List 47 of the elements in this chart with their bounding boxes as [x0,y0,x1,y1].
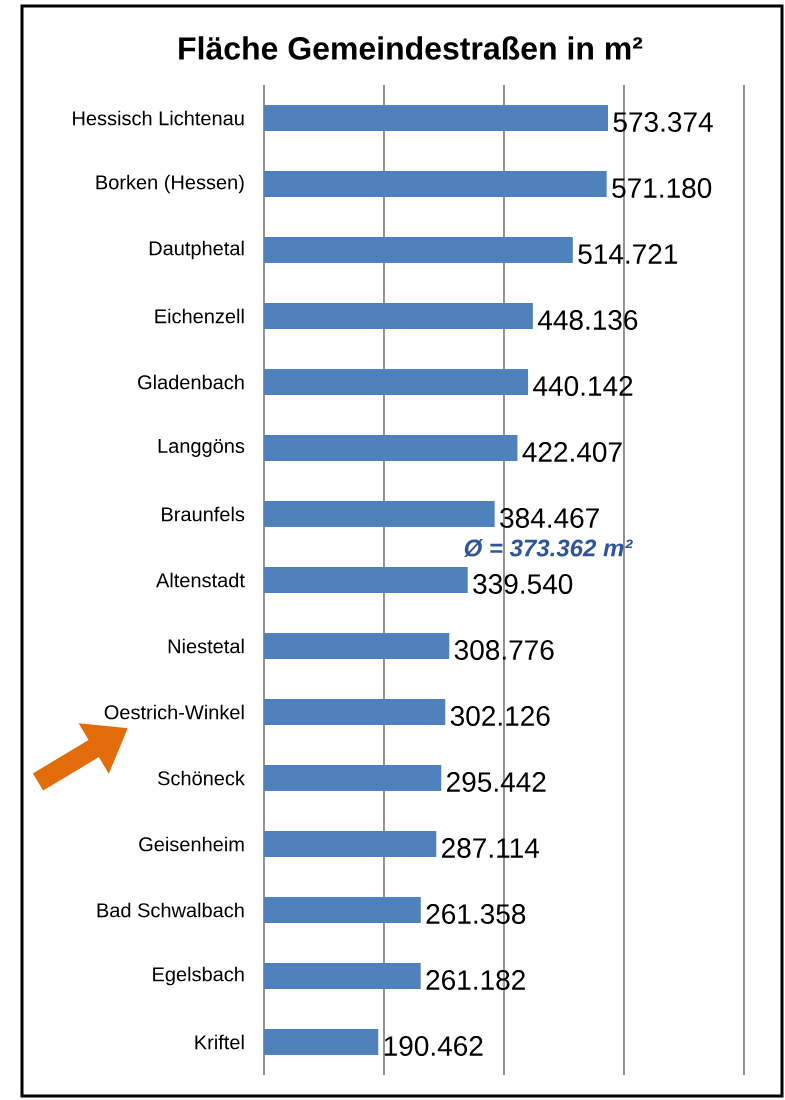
bar [264,897,421,924]
y-tick-label: Langgöns [158,439,245,457]
data-label: 422.407 [522,442,622,462]
data-label: 571.180 [612,178,712,198]
data-label: 440.142 [533,376,633,396]
y-tick-label: Borken (Hessen) [96,174,244,194]
y-tick-label: Eichenzell [155,308,244,324]
y-tick-label: Egelsbach [153,966,244,986]
bar [264,105,609,132]
data-label: 448.136 [537,310,638,330]
bar [264,765,442,792]
y-tick-label: Braunfels [162,506,245,522]
y-tick-label: Schöneck [158,770,245,786]
data-label: 339.540 [473,574,573,594]
annotation: Ø = 373.362 m² [464,539,633,557]
y-tick-label: Geisenheim [139,836,244,852]
data-label: 384.467 [500,508,599,528]
y-tick-label: Gladenbach [138,374,244,390]
y-tick-label: Hessisch Lichtenau [73,110,244,126]
data-label: 261.358 [426,904,526,924]
data-label: 573.374 [613,112,713,132]
y-tick-label: Bad Schwalbach [97,902,244,918]
bar [264,369,529,396]
data-label: 190.462 [384,1036,483,1056]
chart-title: Fläche Gemeindestraßen in m² [179,36,643,60]
data-label: 302.126 [450,706,550,726]
bar [264,435,518,462]
data-label: 287.114 [442,838,539,858]
data-label: 261.182 [426,970,525,990]
bar [264,699,446,726]
bar [264,633,450,660]
y-tick-label: Oestrich-Winkel [104,704,244,720]
y-tick-label: Kriftel [195,1034,244,1050]
y-tick-label: Niestetal [168,638,244,654]
bar [264,237,573,264]
data-label: 308.776 [454,640,554,660]
y-tick-label: Dautphetal [149,240,244,260]
y-tick-label: Altenstadt [156,572,245,588]
bar [264,171,607,198]
bar [264,303,533,330]
bar [264,963,421,990]
data-label: 295.442 [447,772,546,792]
bar [264,1029,379,1056]
data-label: 514.721 [578,244,678,264]
bar [264,831,437,858]
bar [264,567,468,594]
bar [264,501,495,528]
